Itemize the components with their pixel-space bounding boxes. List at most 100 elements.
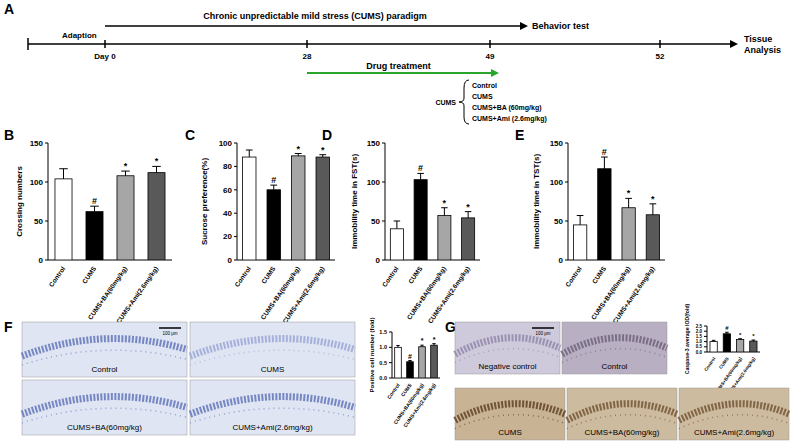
y-axis xyxy=(237,143,238,260)
y-tick-label: 0 xyxy=(376,256,381,265)
micrograph-label: CUMS xyxy=(261,365,285,374)
y-tick-label: 20 xyxy=(223,232,232,241)
y-axis-title: Immobility time in TST(s) xyxy=(532,154,541,249)
y-tick-label: 1.5 xyxy=(696,334,703,339)
bar xyxy=(573,225,586,260)
figure: AAdaptionDay 0284952Chronic unpredictabl… xyxy=(0,0,799,443)
y-axis xyxy=(707,326,708,352)
bar xyxy=(723,334,730,352)
bars xyxy=(710,332,757,352)
panel-label: F xyxy=(4,319,13,335)
x-tick-label: CUMS+Ami(2.6mg/kg) xyxy=(402,382,437,428)
cell-layer xyxy=(22,339,187,357)
y-tick-label: 50 xyxy=(34,217,43,226)
y-tick-label: 2.0 xyxy=(696,329,703,334)
bar xyxy=(55,179,72,260)
bar xyxy=(86,212,103,260)
y-tick xyxy=(389,347,392,348)
y-tick-label: 0 xyxy=(228,256,233,265)
y-tick xyxy=(234,166,237,167)
y-tick-label: 100 xyxy=(219,139,233,148)
y-tick xyxy=(234,143,237,144)
cell-layer xyxy=(455,338,560,355)
bars xyxy=(390,173,474,260)
significance-mark: * xyxy=(752,333,755,339)
x-tick-label: CUMS+Ami(2.6mg/kg) xyxy=(115,265,160,325)
group-brace-label: CUMS xyxy=(435,99,456,106)
cell-layer xyxy=(190,397,355,415)
y-tick xyxy=(704,346,707,347)
error-cap xyxy=(59,168,68,169)
significance-mark: * xyxy=(155,156,159,166)
micrograph-label: CUMS+BA(60mg/kg) xyxy=(67,423,142,432)
y-tick xyxy=(704,336,707,337)
y-tick xyxy=(565,260,568,261)
cell-layer xyxy=(190,339,355,357)
significance-mark: * xyxy=(443,198,447,208)
significance-mark: * xyxy=(421,337,424,344)
significance-mark: * xyxy=(466,202,470,212)
x-tick-label: CUMS+BA(60mg/kg) xyxy=(405,265,448,321)
micrograph-label: CUMS+Ami(2.6mg/kg) xyxy=(694,428,775,437)
timeline-arrowhead xyxy=(730,40,738,48)
y-tick-label: 150 xyxy=(367,139,381,148)
y-tick xyxy=(45,221,48,222)
x-tick-label: Control xyxy=(47,265,66,288)
x-tick-label: CUMS xyxy=(590,265,607,285)
significance-mark: * xyxy=(433,336,436,343)
cell-scatter xyxy=(22,350,187,365)
y-tick xyxy=(704,341,707,342)
bar xyxy=(646,215,659,260)
bar xyxy=(390,229,403,260)
error-cap xyxy=(396,345,399,346)
y-tick xyxy=(234,236,237,237)
error-cap xyxy=(408,360,411,361)
day-label: Day 0 xyxy=(94,52,116,61)
micrograph xyxy=(455,388,565,440)
panel-label: B xyxy=(4,127,14,143)
tissue-label: Tissue xyxy=(744,34,772,44)
y-axis-title: Crossing numbers xyxy=(15,166,24,237)
micrograph xyxy=(190,380,355,435)
bars xyxy=(243,150,330,260)
x-tick-label: Control xyxy=(233,265,252,288)
significance-mark: * xyxy=(651,194,655,204)
panel-label: E xyxy=(515,127,524,143)
y-tick-label: 100 xyxy=(367,178,381,187)
significance-mark: # xyxy=(92,196,97,206)
significance-mark: * xyxy=(124,161,128,171)
y-tick xyxy=(704,352,707,353)
micrograph xyxy=(562,322,667,374)
bar xyxy=(438,216,451,260)
y-axis xyxy=(48,143,49,260)
micrograph xyxy=(22,322,187,377)
micrograph xyxy=(679,388,789,440)
y-tick-label: 0.0 xyxy=(696,350,703,355)
y-tick xyxy=(565,182,568,183)
error-cap xyxy=(394,221,401,222)
y-tick xyxy=(234,189,237,190)
y-axis xyxy=(568,143,569,260)
error-cap xyxy=(432,343,435,344)
y-axis-title: Positive cell number (fold) xyxy=(369,317,375,392)
y-tick-label: 0 xyxy=(559,256,564,265)
bar xyxy=(407,362,414,378)
y-tick-label: 0.0 xyxy=(379,375,387,381)
y-axis xyxy=(392,332,393,378)
x-tick-label: CUMS xyxy=(718,356,730,370)
significance-mark: # xyxy=(271,175,276,185)
group-label: CUMS+Ami (2.6mg/kg) xyxy=(472,115,547,123)
error-cap xyxy=(577,215,584,216)
bar xyxy=(267,190,280,260)
y-tick xyxy=(704,326,707,327)
y-tick xyxy=(389,332,392,333)
y-tick-label: 40 xyxy=(223,209,232,218)
bar xyxy=(243,157,256,260)
y-axis xyxy=(385,143,386,260)
day-tick xyxy=(306,40,308,48)
micrograph-label: CUMS+BA(60mg/kg) xyxy=(585,428,660,437)
drug-arrow xyxy=(307,72,492,74)
y-tick xyxy=(382,143,385,144)
y-tick-label: 100 xyxy=(30,178,44,187)
cell-layer xyxy=(22,397,187,415)
